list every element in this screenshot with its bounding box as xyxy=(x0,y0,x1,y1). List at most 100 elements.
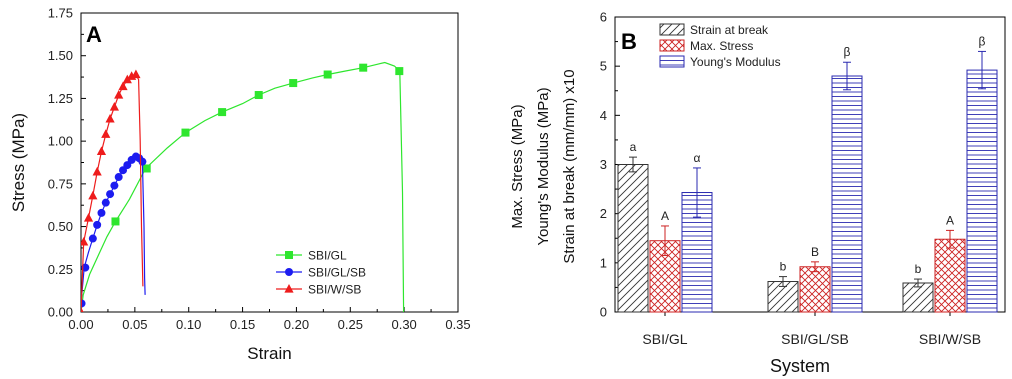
series-point xyxy=(96,146,107,155)
series-line-3 xyxy=(81,73,144,312)
y-tick-label: 3 xyxy=(600,157,607,172)
x-tick-label: 0.15 xyxy=(230,317,255,332)
series-point xyxy=(105,113,115,123)
y-axis-title-line: Young's Modulus (MPa) xyxy=(535,87,552,245)
series-point xyxy=(106,190,115,199)
x-tick-label: SBI/GL/SB xyxy=(781,331,849,347)
x-tick-label: 0.25 xyxy=(338,317,363,332)
y-tick-label: 0.00 xyxy=(48,305,73,320)
legend-label: SBI/GL/SB xyxy=(308,266,366,280)
y-tick-label: 1.50 xyxy=(48,48,73,63)
panel-b: 0 1 2 3 4 5 6 SBI/GL a Aα SBI/GL/SB b Bβ SBI/W/SB b Aβ S… xyxy=(509,10,1006,376)
bar xyxy=(902,282,934,313)
series-point xyxy=(101,198,110,207)
y-tick-label: 6 xyxy=(600,10,607,25)
series-point xyxy=(395,67,404,76)
series-point xyxy=(88,190,98,200)
legend: SBI/GL SBI/GL/SB SBI/W/SB xyxy=(276,249,366,297)
y-axis-title-line: Strain at break (mm/mm) x10 xyxy=(561,69,578,263)
legend-label: Max. Stress xyxy=(690,39,753,53)
x-tick-label: SBI/W/SB xyxy=(919,331,981,347)
x-tick-label: 0.05 xyxy=(122,317,147,332)
legend-label: Strain at break xyxy=(690,23,769,37)
y-tick-label: 1 xyxy=(600,255,607,270)
y-tick-label: 1.75 xyxy=(48,6,73,21)
series-point xyxy=(138,157,147,166)
significance-label: α xyxy=(694,151,701,165)
legend-marker xyxy=(284,284,294,293)
significance-label: a xyxy=(630,140,637,154)
series-point xyxy=(254,91,263,100)
series-point xyxy=(323,70,332,79)
significance-label: B xyxy=(811,245,819,259)
legend: Strain at break Max. Stress Young's Modulu… xyxy=(659,23,781,69)
series-point xyxy=(359,63,368,72)
series-point xyxy=(114,90,124,99)
series-point xyxy=(83,213,94,222)
series-point xyxy=(101,129,111,138)
series-point xyxy=(88,234,97,243)
series-line-2 xyxy=(81,155,146,304)
series-point xyxy=(92,166,102,176)
series-point xyxy=(142,164,151,173)
legend-swatch xyxy=(659,55,685,68)
y-tick-label: 1.00 xyxy=(48,134,73,149)
series-point xyxy=(93,220,102,229)
y-axis-title: Stress (MPa) xyxy=(9,113,28,212)
bar xyxy=(831,75,863,313)
x-tick-label: 0.35 xyxy=(445,317,470,332)
x-tick-label: 0.10 xyxy=(176,317,201,332)
y-axis-title-line: Max. Stress (MPa) xyxy=(509,104,526,228)
series-point xyxy=(81,236,89,246)
legend-label: SBI/GL xyxy=(308,249,347,263)
bar xyxy=(799,266,831,313)
significance-label: β xyxy=(979,34,986,48)
series-point xyxy=(289,79,298,88)
series-point xyxy=(110,181,119,190)
legend-label: Young's Modulus xyxy=(690,55,781,69)
legend-label: SBI/W/SB xyxy=(308,283,361,297)
series-point xyxy=(114,173,123,182)
significance-label: b xyxy=(780,260,787,274)
panel-letter-a: A xyxy=(86,22,102,47)
series-point xyxy=(218,108,227,117)
x-tick-label: SBI/GL xyxy=(642,331,687,347)
series-point xyxy=(118,81,128,91)
legend-marker xyxy=(285,251,293,259)
series-group xyxy=(81,61,405,312)
significance-label: A xyxy=(946,213,954,227)
significance-label: A xyxy=(661,209,669,223)
series-point xyxy=(181,128,190,137)
series-point xyxy=(122,74,132,84)
bar xyxy=(617,164,649,313)
series-point xyxy=(109,101,119,111)
bar xyxy=(966,69,998,313)
y-tick-label: 4 xyxy=(600,108,607,123)
series-point xyxy=(81,299,86,308)
series-point xyxy=(111,217,120,226)
x-tick-label: 0.00 xyxy=(68,317,93,332)
panel-letter-b: B xyxy=(621,29,637,54)
x-axis-title: System xyxy=(770,356,830,376)
bar xyxy=(934,238,966,313)
x-axis-title: Strain xyxy=(247,344,291,363)
legend-swatch xyxy=(659,23,685,36)
series-line-1 xyxy=(81,61,405,312)
y-tick-label: 2 xyxy=(600,206,607,221)
y-tick-label: 1.25 xyxy=(48,91,73,106)
series-point xyxy=(81,307,84,312)
y-tick-label: 0 xyxy=(600,305,607,320)
significance-label: b xyxy=(915,262,922,276)
panel-a: 0.00 0.05 0.10 0.15 0.20 0.25 0.30 0.35 0.00 0.25… xyxy=(9,6,471,364)
x-tick-label: 0.30 xyxy=(391,317,416,332)
series-point xyxy=(131,69,141,79)
y-tick-label: 0.50 xyxy=(48,219,73,234)
y-tick-label: 5 xyxy=(600,59,607,74)
y-tick-label: 0.25 xyxy=(48,262,73,277)
x-tick-label: 0.20 xyxy=(284,317,309,332)
significance-label: β xyxy=(844,45,851,59)
y-tick-label: 0.75 xyxy=(48,176,73,191)
legend-swatch xyxy=(659,39,685,52)
series-point xyxy=(97,208,106,217)
